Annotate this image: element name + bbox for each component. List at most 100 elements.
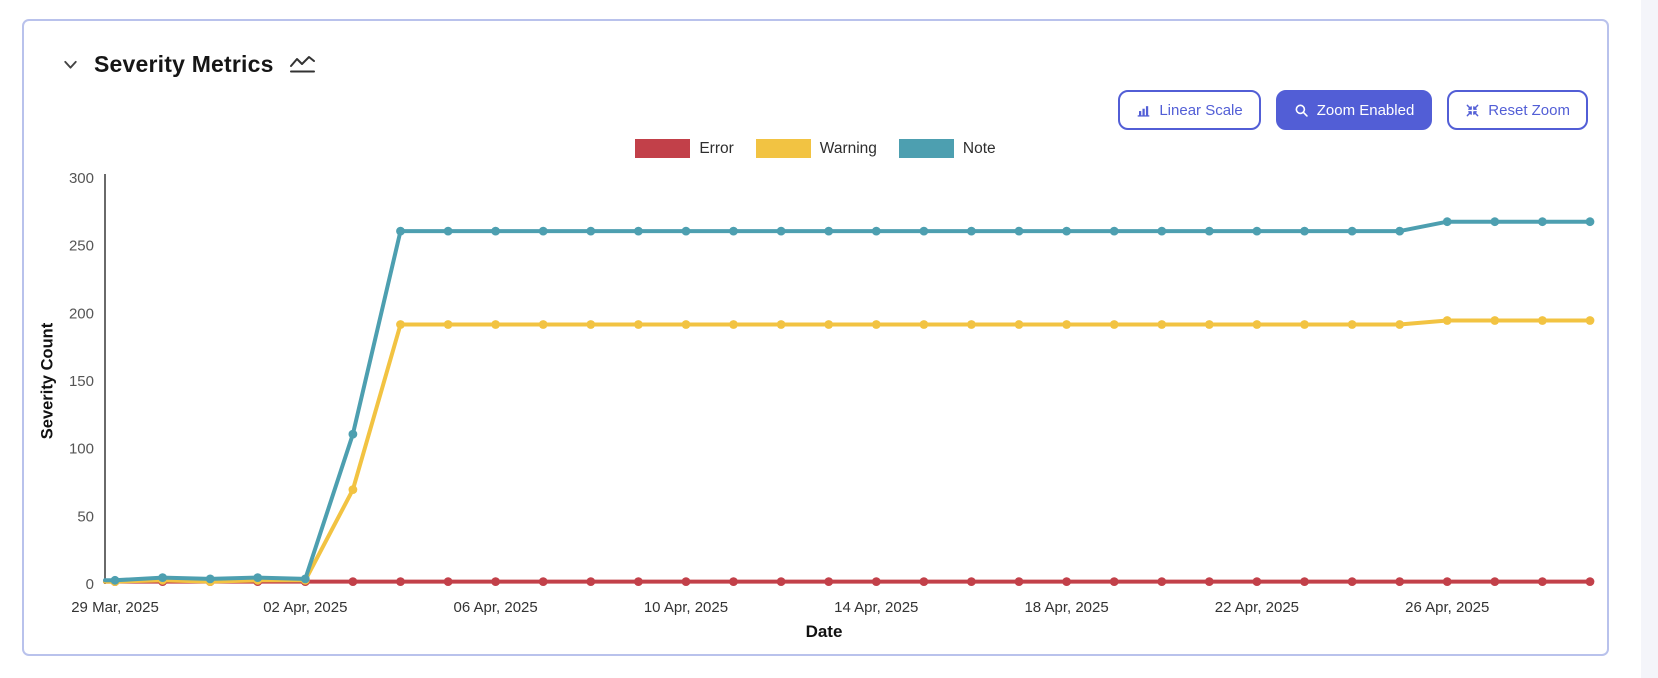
- data-point-note[interactable]: [538, 226, 548, 236]
- data-point-note[interactable]: [729, 226, 738, 236]
- data-point-note[interactable]: [205, 574, 215, 584]
- data-point-error[interactable]: [1252, 577, 1262, 586]
- data-point-warning[interactable]: [1347, 320, 1357, 329]
- data-point-error[interactable]: [919, 577, 929, 586]
- data-point-note[interactable]: [871, 226, 881, 236]
- data-point-error[interactable]: [1585, 577, 1595, 586]
- data-point-warning[interactable]: [1490, 316, 1500, 325]
- data-point-warning[interactable]: [396, 320, 405, 329]
- data-point-note[interactable]: [443, 226, 453, 236]
- data-point-warning[interactable]: [1538, 316, 1547, 325]
- data-point-warning[interactable]: [919, 320, 929, 329]
- data-point-warning[interactable]: [538, 320, 548, 329]
- data-point-error[interactable]: [396, 577, 405, 586]
- data-point-error[interactable]: [1538, 577, 1547, 586]
- data-point-note[interactable]: [110, 575, 120, 585]
- data-point-warning[interactable]: [634, 320, 643, 329]
- data-point-note[interactable]: [1347, 226, 1357, 236]
- data-point-note[interactable]: [586, 226, 596, 236]
- data-point-error[interactable]: [1062, 577, 1071, 586]
- page-title: Severity Metrics: [94, 51, 274, 77]
- data-point-warning[interactable]: [681, 320, 691, 329]
- data-point-error[interactable]: [967, 577, 976, 586]
- data-point-note[interactable]: [158, 573, 167, 582]
- data-point-error[interactable]: [681, 577, 691, 586]
- data-point-note[interactable]: [776, 226, 786, 236]
- data-point-warning[interactable]: [1014, 320, 1024, 329]
- reset-zoom-button[interactable]: Reset Zoom: [1447, 90, 1588, 130]
- data-point-error[interactable]: [538, 577, 548, 586]
- data-point-note[interactable]: [300, 574, 310, 584]
- data-point-error[interactable]: [824, 577, 834, 586]
- data-point-warning[interactable]: [1062, 320, 1071, 329]
- data-point-note[interactable]: [1014, 226, 1024, 236]
- data-point-warning[interactable]: [348, 485, 358, 494]
- data-point-error[interactable]: [729, 577, 738, 586]
- chevron-down-icon[interactable]: [60, 54, 81, 75]
- data-point-note[interactable]: [1252, 226, 1262, 236]
- linear-scale-button[interactable]: Linear Scale: [1118, 90, 1261, 130]
- data-point-note[interactable]: [967, 226, 976, 236]
- data-point-note[interactable]: [1538, 217, 1547, 227]
- data-point-note[interactable]: [634, 226, 643, 236]
- data-point-error[interactable]: [586, 577, 596, 586]
- data-point-note[interactable]: [1490, 217, 1500, 227]
- data-point-error[interactable]: [1157, 577, 1167, 586]
- data-point-warning[interactable]: [1442, 316, 1452, 325]
- data-point-warning[interactable]: [776, 320, 786, 329]
- data-point-warning[interactable]: [1252, 320, 1262, 329]
- data-point-warning[interactable]: [586, 320, 596, 329]
- data-point-note[interactable]: [1109, 226, 1119, 236]
- data-point-note[interactable]: [1442, 217, 1452, 227]
- data-point-note[interactable]: [1204, 226, 1214, 236]
- data-point-error[interactable]: [1395, 577, 1405, 586]
- bar-chart-icon: [1136, 103, 1151, 118]
- data-point-warning[interactable]: [1204, 320, 1214, 329]
- data-point-error[interactable]: [1490, 577, 1500, 586]
- data-point-note[interactable]: [253, 573, 263, 582]
- page-right-strip: [1641, 0, 1658, 678]
- data-point-note[interactable]: [1062, 226, 1071, 236]
- data-point-note[interactable]: [919, 226, 929, 236]
- severity-metrics-chart[interactable]: 0 50 100 150 200 250 300 29 Mar, 2025 02 Apr, 20…: [40, 160, 1640, 655]
- data-point-error[interactable]: [871, 577, 881, 586]
- data-point-error[interactable]: [1347, 577, 1357, 586]
- data-point-warning[interactable]: [871, 320, 881, 329]
- data-point-error[interactable]: [776, 577, 786, 586]
- data-point-error[interactable]: [1014, 577, 1024, 586]
- data-point-note[interactable]: [1585, 217, 1595, 227]
- series-line-warning: [103, 318, 1592, 584]
- data-point-note[interactable]: [824, 226, 834, 236]
- data-point-error[interactable]: [634, 577, 643, 586]
- data-point-warning[interactable]: [1585, 316, 1595, 325]
- data-point-error[interactable]: [443, 577, 453, 586]
- data-point-note[interactable]: [491, 226, 500, 236]
- data-point-warning[interactable]: [1300, 320, 1309, 329]
- data-point-error[interactable]: [491, 577, 500, 586]
- data-point-warning[interactable]: [824, 320, 834, 329]
- data-point-note[interactable]: [1157, 226, 1167, 236]
- data-point-note[interactable]: [348, 429, 358, 439]
- data-point-warning[interactable]: [491, 320, 500, 329]
- legend-item-note[interactable]: Note: [898, 139, 996, 158]
- legend-label-warning: Warning: [819, 139, 877, 157]
- data-point-warning[interactable]: [443, 320, 453, 329]
- data-point-error[interactable]: [348, 577, 358, 586]
- zoom-enabled-button[interactable]: Zoom Enabled: [1275, 90, 1433, 130]
- data-point-note[interactable]: [396, 226, 405, 236]
- data-point-error[interactable]: [1300, 577, 1309, 586]
- data-point-error[interactable]: [1442, 577, 1452, 586]
- data-point-note[interactable]: [1395, 226, 1405, 236]
- data-point-error[interactable]: [1109, 577, 1119, 586]
- data-point-note[interactable]: [1300, 226, 1309, 236]
- data-point-warning[interactable]: [967, 320, 976, 329]
- data-point-warning[interactable]: [1395, 320, 1405, 329]
- error-swatch: [635, 139, 691, 158]
- data-point-warning[interactable]: [1109, 320, 1119, 329]
- data-point-warning[interactable]: [729, 320, 738, 329]
- data-point-error[interactable]: [1204, 577, 1214, 586]
- data-point-note[interactable]: [681, 226, 691, 236]
- legend-item-warning[interactable]: Warning: [755, 139, 877, 158]
- legend-item-error[interactable]: Error: [635, 139, 734, 158]
- data-point-warning[interactable]: [1157, 320, 1167, 329]
